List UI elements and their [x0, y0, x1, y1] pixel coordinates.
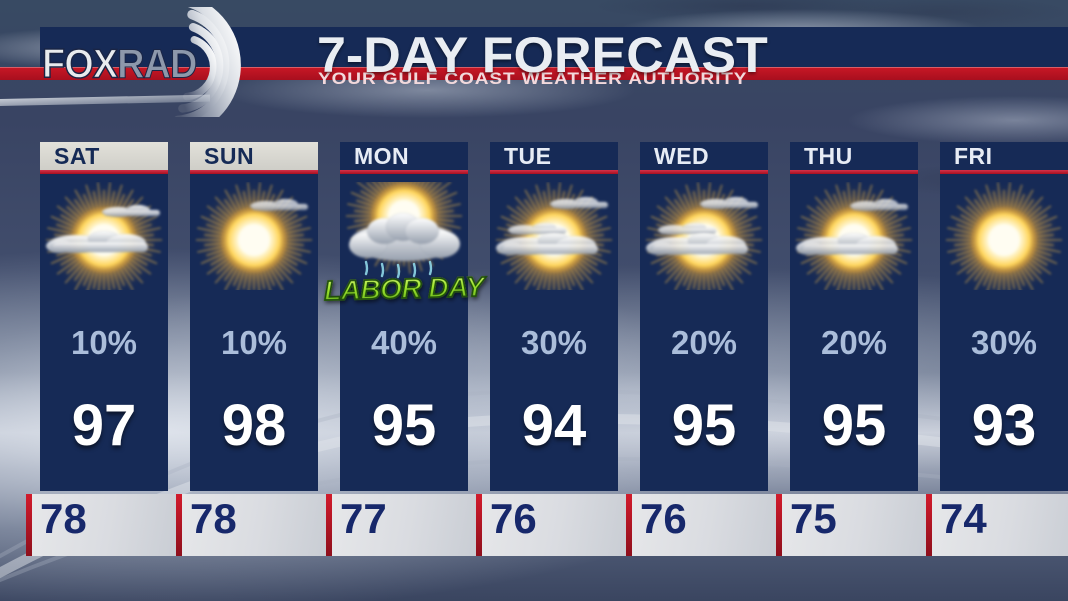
svg-text:FOXRAD: FOXRAD — [42, 41, 196, 87]
